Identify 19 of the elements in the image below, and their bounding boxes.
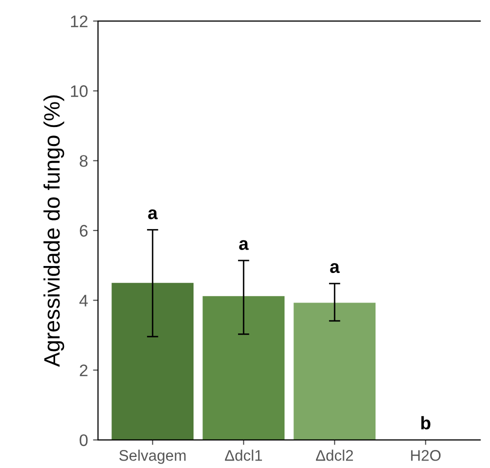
y-tick-label: 4 <box>79 294 88 306</box>
annotation: b <box>421 416 430 430</box>
y-tick-label: 12 <box>71 15 88 28</box>
y-tick-label: 2 <box>80 364 88 376</box>
y-tick-label: 10 <box>71 85 88 98</box>
x-tick-label: H2O <box>411 450 441 461</box>
y-axis-title: Agressividade do fungo (%) <box>43 95 64 367</box>
y-tick-label: 0 <box>80 434 88 446</box>
y-tick-label: 8 <box>80 155 88 167</box>
x-tick-label: Δdcl2 <box>316 450 353 461</box>
x-tick-label: Δdcl1 <box>224 450 262 461</box>
x-tick-label: Selvagem <box>119 450 186 464</box>
annotation: a <box>330 263 340 274</box>
bar <box>112 282 194 440</box>
annotation: a <box>148 209 158 220</box>
y-tick-label: 6 <box>80 224 88 237</box>
annotation: a <box>239 240 249 250</box>
bar <box>202 296 285 440</box>
bar <box>294 302 376 440</box>
